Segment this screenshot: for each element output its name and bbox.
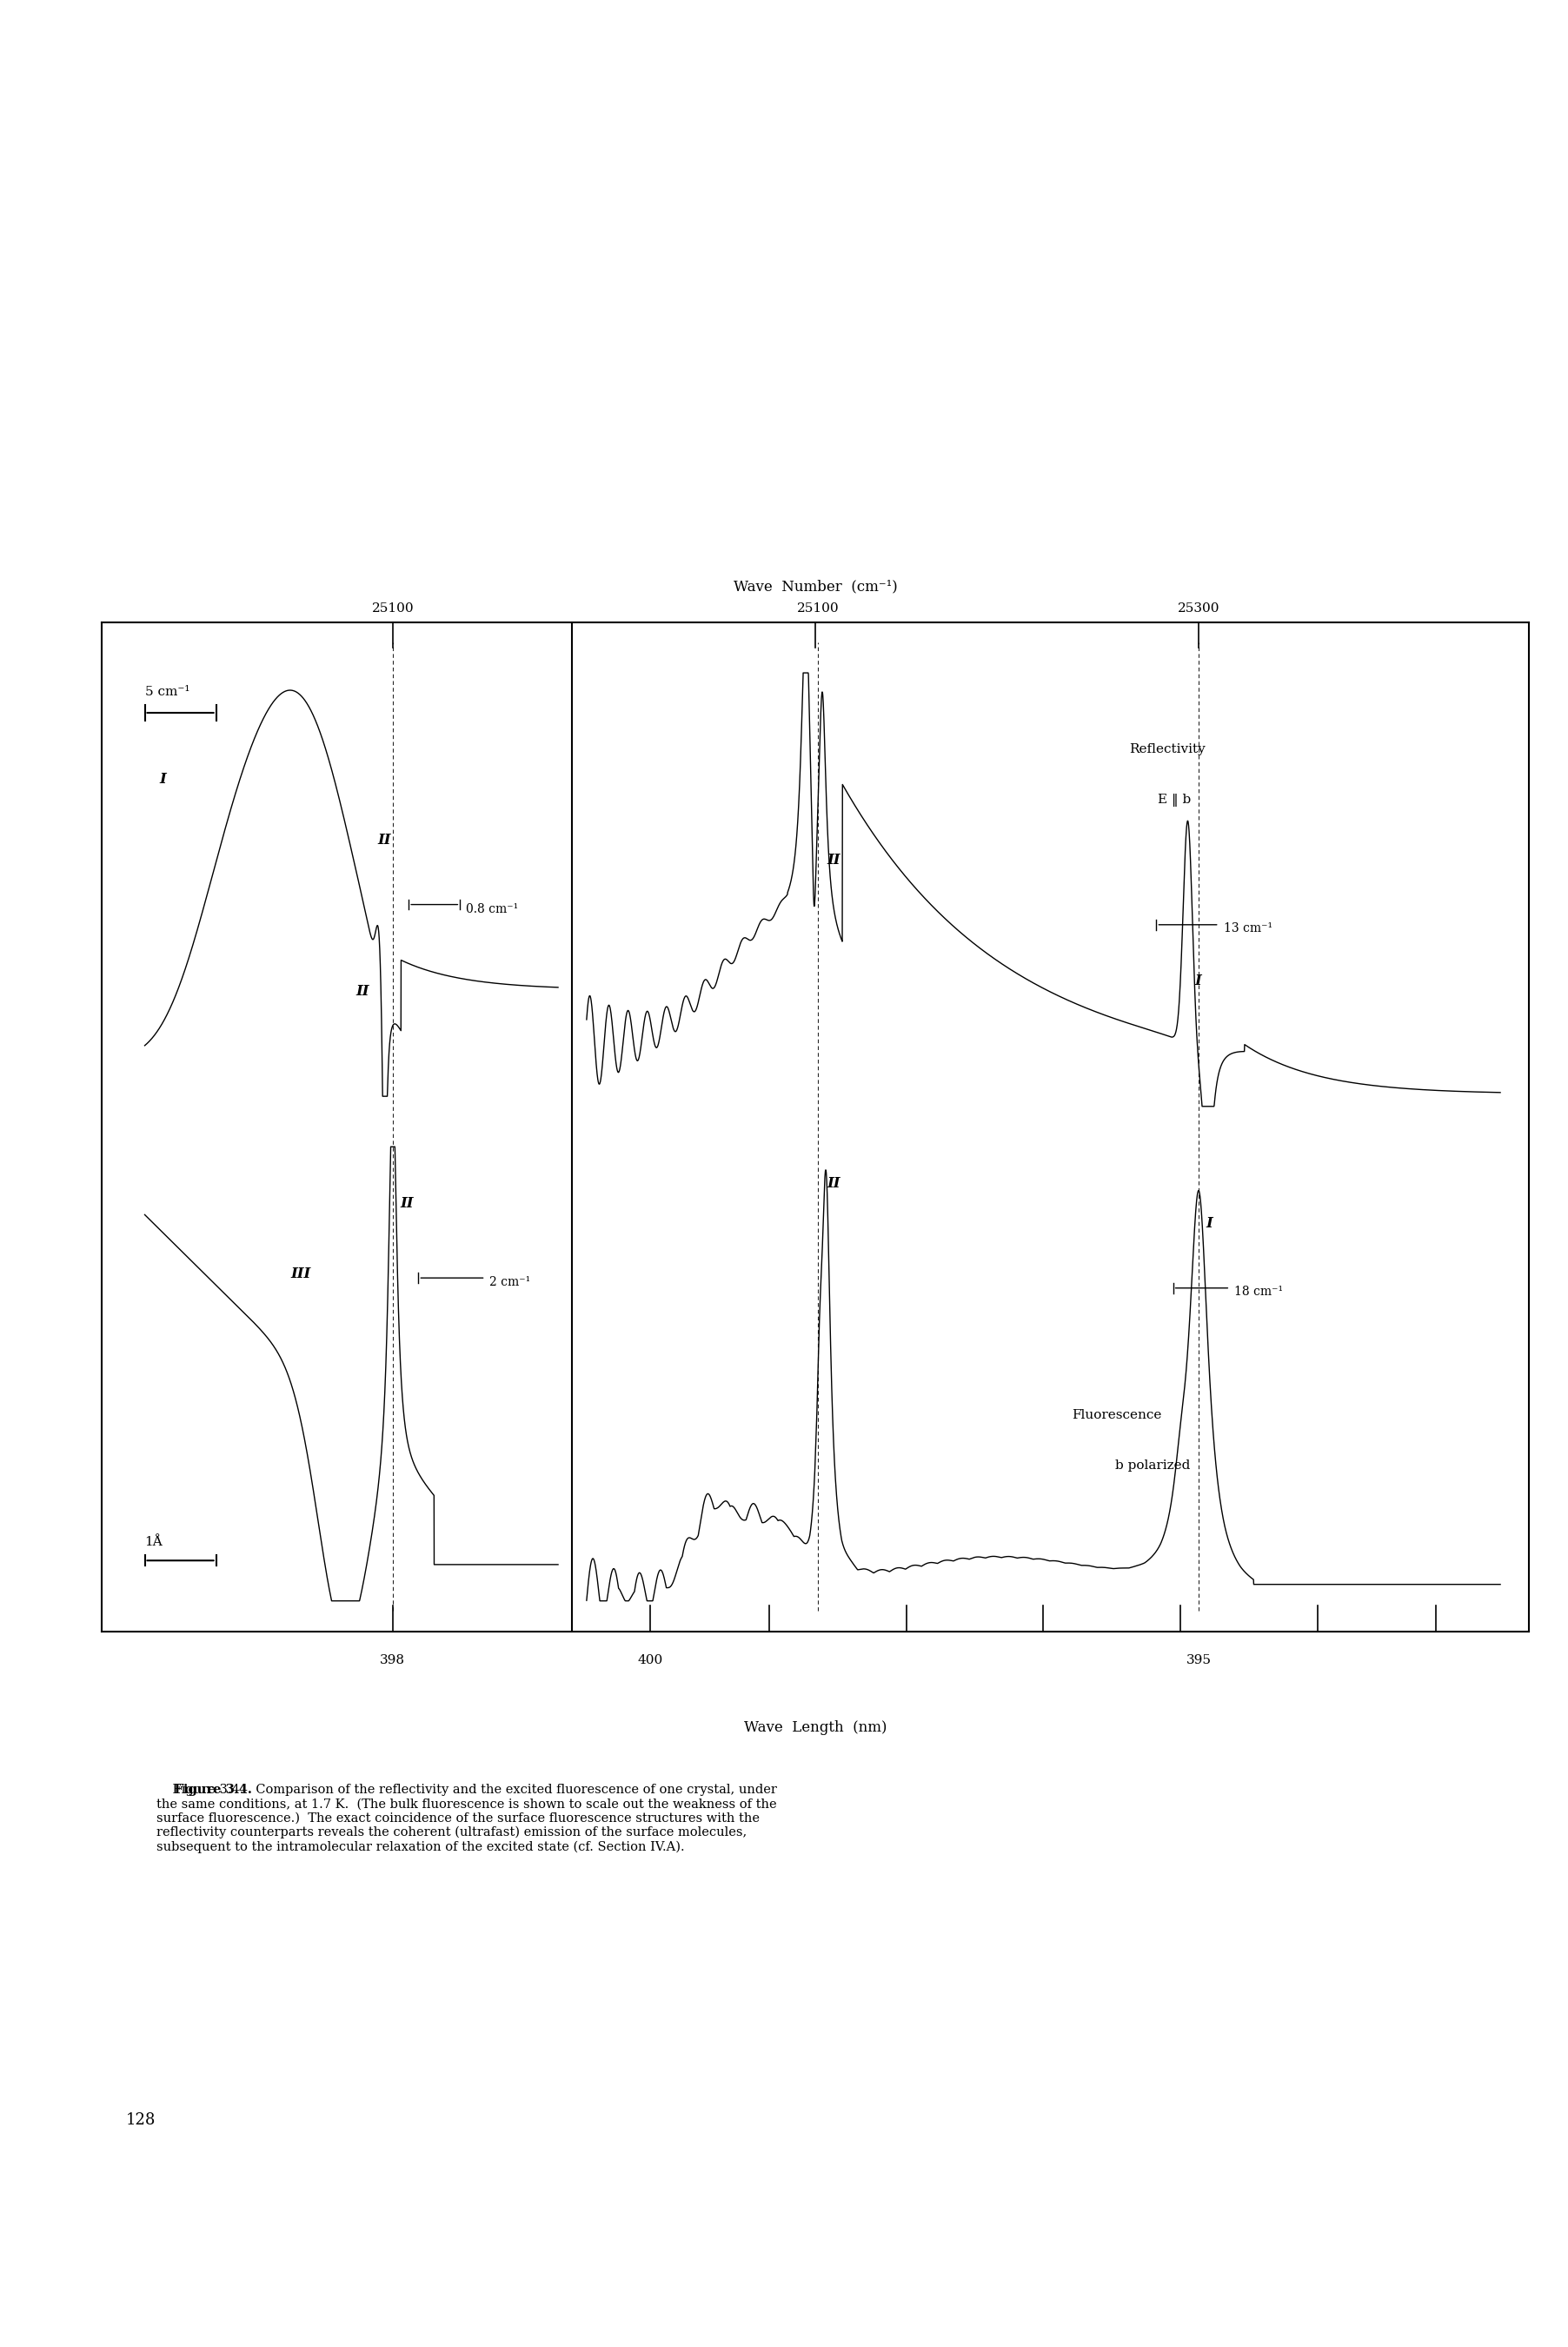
- Text: II: II: [826, 1176, 840, 1190]
- Text: II: II: [356, 983, 370, 1000]
- Text: III: III: [292, 1267, 310, 1281]
- Text: E ‖ b: E ‖ b: [1157, 793, 1192, 807]
- Text: II: II: [378, 833, 390, 847]
- Text: Wave  Length  (nm): Wave Length (nm): [743, 1720, 887, 1734]
- Text: 0.8 cm⁻¹: 0.8 cm⁻¹: [466, 904, 517, 915]
- Text: 25100: 25100: [372, 603, 414, 615]
- Text: b polarized: b polarized: [1115, 1460, 1190, 1472]
- Text: 2 cm⁻¹: 2 cm⁻¹: [489, 1277, 530, 1289]
- Text: 5 cm⁻¹: 5 cm⁻¹: [144, 685, 190, 697]
- Text: II: II: [400, 1197, 414, 1211]
- Text: 18 cm⁻¹: 18 cm⁻¹: [1234, 1286, 1283, 1298]
- Text: I: I: [1206, 1216, 1212, 1230]
- Text: Reflectivity: Reflectivity: [1129, 744, 1206, 756]
- Text: Fluorescence: Fluorescence: [1073, 1408, 1162, 1422]
- Text: Figure 3.4.: Figure 3.4.: [157, 1784, 252, 1795]
- Text: 400: 400: [638, 1655, 663, 1666]
- Text: Figure 3.4.   Comparison of the reflectivity and the excited fluorescence of one: Figure 3.4. Comparison of the reflectivi…: [157, 1784, 778, 1854]
- Text: 25300: 25300: [1178, 603, 1220, 615]
- Text: 128: 128: [125, 2112, 155, 2129]
- Text: 1Å: 1Å: [144, 1537, 163, 1549]
- Text: 25100: 25100: [797, 603, 839, 615]
- Text: I: I: [1195, 974, 1201, 988]
- Text: 398: 398: [379, 1655, 405, 1666]
- Text: 395: 395: [1185, 1655, 1212, 1666]
- Text: 13 cm⁻¹: 13 cm⁻¹: [1223, 922, 1272, 934]
- Text: Wave  Number  (cm⁻¹): Wave Number (cm⁻¹): [734, 580, 897, 594]
- Text: I: I: [158, 772, 166, 786]
- Text: II: II: [826, 852, 840, 868]
